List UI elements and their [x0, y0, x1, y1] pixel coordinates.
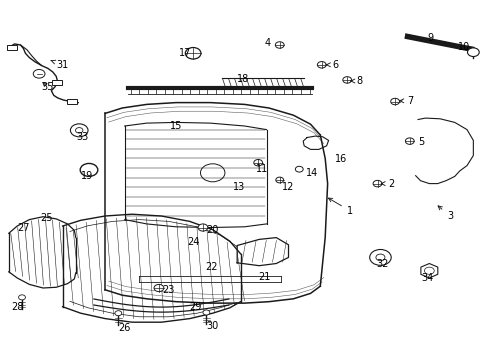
- Text: 15: 15: [169, 121, 182, 131]
- Circle shape: [369, 249, 390, 265]
- Text: 11: 11: [255, 164, 267, 174]
- Text: 1: 1: [328, 198, 352, 216]
- Circle shape: [390, 98, 399, 105]
- Text: 18: 18: [237, 74, 249, 84]
- Text: 6: 6: [325, 60, 337, 70]
- Text: 25: 25: [40, 213, 53, 223]
- Circle shape: [185, 48, 201, 59]
- Circle shape: [275, 42, 284, 48]
- Circle shape: [405, 138, 413, 144]
- Circle shape: [203, 310, 209, 315]
- Text: 35: 35: [41, 82, 54, 92]
- Circle shape: [115, 311, 122, 316]
- Text: 10: 10: [457, 42, 470, 52]
- Circle shape: [33, 69, 45, 78]
- Text: 28: 28: [11, 302, 23, 312]
- Text: 2: 2: [381, 179, 393, 189]
- Circle shape: [253, 159, 262, 166]
- Text: 9: 9: [427, 33, 432, 43]
- Bar: [7, 45, 17, 50]
- Circle shape: [75, 127, 83, 133]
- Text: 24: 24: [186, 237, 199, 247]
- Text: 4: 4: [264, 38, 270, 48]
- Text: 16: 16: [334, 154, 347, 164]
- Text: 23: 23: [162, 285, 175, 295]
- Text: 14: 14: [305, 168, 318, 178]
- Circle shape: [467, 48, 478, 57]
- Text: 32: 32: [375, 258, 388, 269]
- Text: 20: 20: [206, 225, 219, 235]
- Circle shape: [342, 77, 351, 83]
- Text: 17: 17: [178, 48, 191, 58]
- Text: 19: 19: [81, 171, 93, 181]
- Bar: [67, 99, 77, 104]
- Text: 26: 26: [118, 323, 131, 333]
- Circle shape: [372, 180, 381, 187]
- Text: 13: 13: [232, 182, 244, 192]
- Text: 5: 5: [418, 137, 424, 147]
- Circle shape: [424, 267, 433, 274]
- Circle shape: [295, 166, 303, 172]
- Text: 27: 27: [17, 222, 30, 233]
- Circle shape: [317, 62, 325, 68]
- Text: 34: 34: [421, 273, 433, 283]
- Text: 3: 3: [437, 206, 452, 221]
- Circle shape: [198, 224, 207, 231]
- Circle shape: [19, 295, 25, 300]
- Text: 30: 30: [206, 321, 219, 331]
- Text: 31: 31: [51, 60, 69, 70]
- Text: 33: 33: [76, 132, 88, 142]
- Text: 8: 8: [350, 76, 362, 86]
- Circle shape: [375, 254, 384, 261]
- Text: 12: 12: [282, 182, 294, 192]
- Circle shape: [154, 284, 163, 292]
- Circle shape: [275, 177, 283, 183]
- Circle shape: [70, 124, 88, 137]
- Text: 7: 7: [399, 96, 413, 106]
- Text: 22: 22: [204, 262, 217, 272]
- Text: 29: 29: [189, 302, 202, 312]
- Polygon shape: [420, 264, 437, 278]
- Text: 21: 21: [257, 272, 270, 282]
- Bar: [52, 80, 61, 85]
